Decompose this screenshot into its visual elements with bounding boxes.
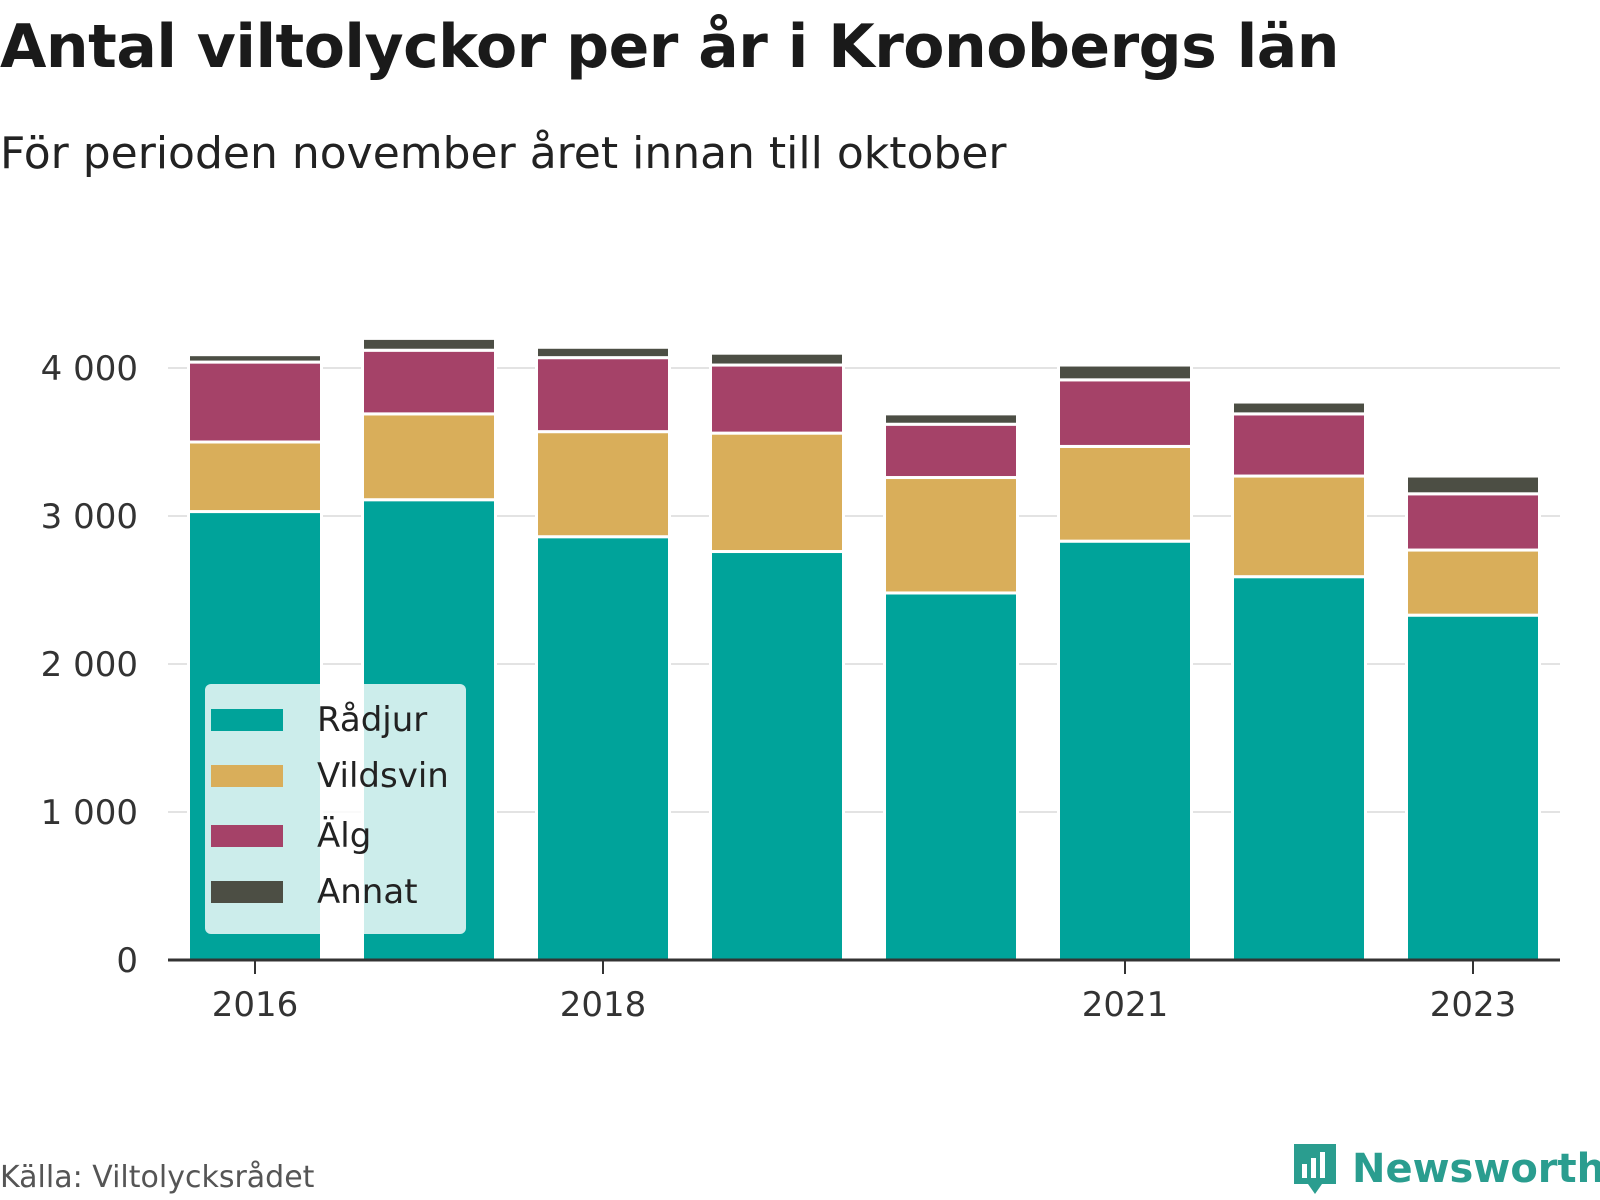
legend-label-alg: Älg	[317, 816, 372, 856]
legend-item-annat: Annat	[205, 872, 418, 912]
legend-swatch-alg	[211, 825, 283, 847]
bar-segment	[1057, 363, 1193, 382]
newsworthy-logo-icon	[1294, 1144, 1336, 1194]
chart-title: Antal viltolyckor per år i Kronobergs lä…	[0, 12, 1340, 82]
y-tick-label: 4 000	[41, 349, 138, 389]
brand-logo: Newsworthy	[1290, 1140, 1600, 1198]
legend-swatch-vildsvin	[211, 765, 283, 787]
y-tick-label: 3 000	[41, 497, 138, 537]
bar-segment	[361, 348, 497, 416]
bar-segment	[1405, 474, 1541, 496]
bar-segment	[709, 550, 845, 962]
bar-segment	[883, 412, 1019, 426]
bar-segment	[709, 431, 845, 554]
legend-swatch-annat	[211, 881, 283, 903]
bar-segment	[1057, 539, 1193, 962]
bar-segment	[1231, 474, 1367, 579]
bar-segment	[709, 363, 845, 435]
bar-segment	[535, 345, 671, 360]
x-tick-label: 2021	[1082, 985, 1169, 1025]
x-tick-label: 2016	[212, 985, 299, 1025]
bar-segment	[883, 422, 1019, 480]
chart-legend: Rådjur Vildsvin Älg Annat	[205, 684, 466, 934]
bar-segment	[187, 353, 323, 364]
bar-segment	[535, 535, 671, 962]
bar-segment	[883, 476, 1019, 595]
bar-segment	[1057, 378, 1193, 448]
legend-swatch-radjur	[211, 709, 283, 731]
x-tick-label: 2023	[1430, 985, 1517, 1025]
bar-segment	[535, 430, 671, 539]
y-tick-label: 0	[116, 941, 138, 981]
legend-item-vildsvin: Vildsvin	[205, 756, 449, 796]
bar-segment	[1405, 492, 1541, 552]
y-tick-label: 1 000	[41, 793, 138, 833]
legend-label-radjur: Rådjur	[317, 700, 428, 740]
legend-label-vildsvin: Vildsvin	[317, 756, 449, 796]
bar-segment	[1405, 613, 1541, 962]
brand-name: Newsworthy	[1352, 1146, 1600, 1192]
bar-segment	[1231, 400, 1367, 416]
bar-segment	[1231, 575, 1367, 962]
legend-item-alg: Älg	[205, 816, 371, 856]
bar-segment	[535, 356, 671, 434]
bar-segment	[709, 351, 845, 367]
y-tick-label: 2 000	[41, 645, 138, 685]
bar-segment	[361, 336, 497, 352]
legend-item-radjur: Rådjur	[205, 700, 427, 740]
x-tick-label: 2018	[560, 985, 647, 1025]
bar-segment	[1057, 444, 1193, 543]
bar-segment	[361, 412, 497, 502]
chart-subtitle: För perioden november året innan till ok…	[0, 128, 1007, 179]
bar-segment	[1231, 412, 1367, 478]
source-note: Källa: Viltolycksrådet	[0, 1160, 315, 1195]
bar-segment	[187, 440, 323, 514]
bar-segment	[883, 591, 1019, 962]
bar-segment	[1405, 548, 1541, 617]
legend-label-annat: Annat	[317, 872, 418, 912]
bar-segment	[187, 360, 323, 444]
